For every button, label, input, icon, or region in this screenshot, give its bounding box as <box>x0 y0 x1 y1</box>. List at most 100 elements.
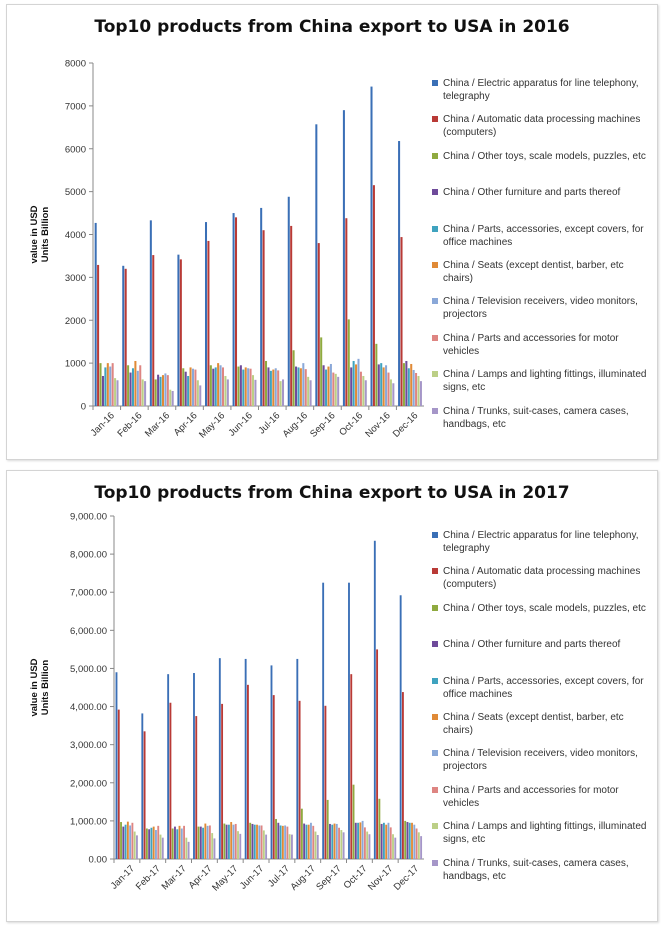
bar <box>204 222 208 406</box>
y-tick-label: 3,000.00 <box>70 740 107 751</box>
legend-swatch <box>432 786 438 793</box>
legend-label: China / Parts, accessories, except cover… <box>443 675 644 700</box>
bar <box>196 380 199 406</box>
bar <box>399 595 402 859</box>
bar <box>129 372 132 406</box>
bar <box>232 213 235 406</box>
y-tick-label: 8000 <box>65 59 86 70</box>
bar <box>185 837 188 859</box>
x-tick-label: Jan-16 <box>89 410 117 438</box>
bar <box>290 225 293 406</box>
bar <box>357 358 360 406</box>
bar <box>249 822 252 859</box>
bar <box>117 709 120 859</box>
bar <box>202 827 205 859</box>
bar <box>419 381 422 406</box>
bar <box>161 837 164 859</box>
y-tick-label: 4000 <box>65 230 86 241</box>
bar <box>372 185 375 406</box>
bar <box>199 826 202 859</box>
bar <box>199 385 202 406</box>
bar <box>350 367 353 406</box>
bar <box>320 337 323 406</box>
x-tick-label: Mar-17 <box>160 863 189 892</box>
bar <box>134 360 137 406</box>
bar <box>174 826 176 859</box>
bar <box>115 672 118 859</box>
y-tick-label: 7,000.00 <box>70 588 107 599</box>
bar <box>244 367 247 406</box>
x-tick-label: May-16 <box>197 410 227 440</box>
legend-swatch <box>432 750 438 757</box>
y-tick-label: 5,000.00 <box>70 664 107 675</box>
legend-label: China / Electric apparatus for line tele… <box>443 78 639 102</box>
bar <box>402 363 405 407</box>
bar <box>260 207 263 406</box>
bar <box>376 649 379 859</box>
bar <box>265 360 268 406</box>
legend-swatch <box>432 152 438 159</box>
legend-swatch <box>432 641 438 648</box>
bar <box>171 390 174 406</box>
bar <box>169 389 172 406</box>
bar <box>315 124 318 406</box>
bar <box>385 365 388 406</box>
bar <box>309 380 312 406</box>
bar <box>335 823 338 859</box>
x-tick-label: Nov-17 <box>366 863 395 892</box>
bar <box>364 380 367 406</box>
bar <box>207 240 210 406</box>
bar <box>377 364 380 406</box>
bar <box>286 826 289 859</box>
legend-swatch <box>432 189 438 196</box>
legend-swatch <box>432 80 438 86</box>
chart-plot-area: 0 1000 2000 3000 4000 5000 6000 7000 8000 value i… <box>29 59 424 441</box>
bar <box>253 824 256 859</box>
bar <box>304 369 307 406</box>
bar <box>410 363 413 406</box>
bar <box>370 86 373 406</box>
chart-plot-area: 0.00 1,000.00 2,000.00 3,000.00 4,000.00 5,00… <box>29 512 424 894</box>
bar <box>191 368 194 406</box>
x-tick-label: Dec-17 <box>392 863 421 892</box>
bar <box>352 784 355 859</box>
legend-label: China / Automatic data processing machin… <box>443 114 641 139</box>
bar <box>295 366 298 406</box>
chart-panel-2016: Top10 products from China export to USA … <box>6 4 658 460</box>
legend-swatch <box>432 262 438 268</box>
bar <box>400 237 403 406</box>
legend-swatch <box>432 859 438 866</box>
y-tick-label: 6,000.00 <box>70 626 107 637</box>
bar <box>337 376 340 406</box>
legend-label: China / Other toys, scale models, puzzle… <box>443 602 646 614</box>
bar <box>265 834 268 859</box>
bar <box>157 374 160 406</box>
bar <box>296 658 299 859</box>
bar <box>183 825 185 859</box>
y-tick-label: 5000 <box>65 187 86 198</box>
bar <box>375 343 378 406</box>
y-tick-label: 0 <box>81 402 86 413</box>
bar <box>152 826 155 859</box>
bar <box>420 836 423 859</box>
legend-swatch <box>432 225 438 232</box>
bar <box>227 824 230 859</box>
bar <box>312 825 315 859</box>
bar <box>307 376 310 406</box>
bar <box>362 375 365 406</box>
bar <box>187 375 190 406</box>
bar <box>177 254 180 406</box>
bar <box>378 798 381 859</box>
legend-label: China / Lamps and lighting fittings, ill… <box>443 369 647 394</box>
bar <box>331 824 334 859</box>
bar <box>267 367 270 406</box>
bar <box>189 367 192 406</box>
bar <box>354 822 357 859</box>
chart-title: Top10 products from China export to USA … <box>94 483 570 503</box>
bar <box>342 832 345 859</box>
bar <box>363 827 366 859</box>
bar <box>136 370 139 406</box>
legend-label: China / Electric apparatus for line tele… <box>443 530 639 554</box>
bar <box>324 705 327 859</box>
bar <box>157 825 160 859</box>
